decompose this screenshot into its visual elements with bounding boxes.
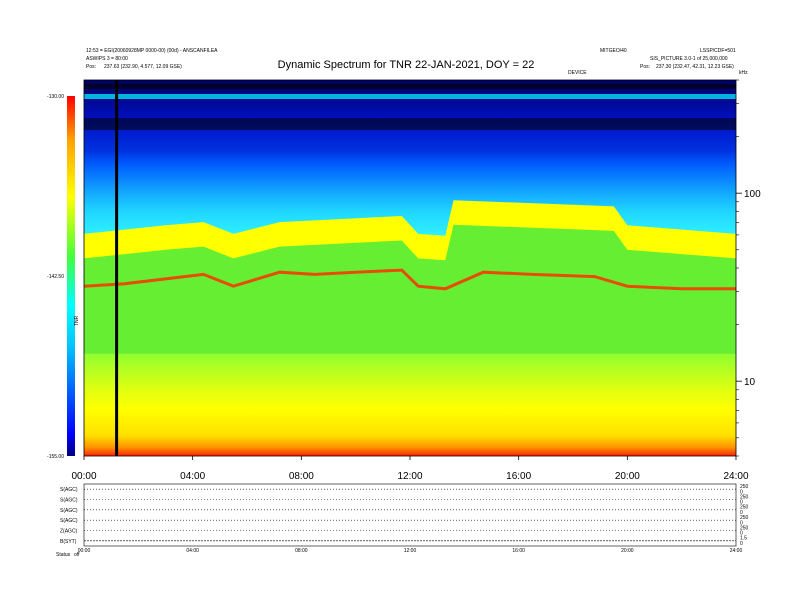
high-frequency-region	[84, 80, 736, 236]
colorbar-tick-label: -155.00	[47, 454, 64, 460]
x-tick-label: 20:00	[615, 471, 640, 482]
header-info-right-b: LSSP/CDF=501	[700, 48, 736, 54]
header-info-line-1: 12:53 = EGI(20060928MP 0000-00) (00d) - …	[86, 48, 218, 54]
header-pos-label-right: Pos:	[640, 64, 650, 70]
header-device-label: DEVICE	[568, 70, 587, 76]
header-info-right-2: SIS_PICTURE 3.0-1 of 25,000,000	[650, 56, 728, 62]
colorbar-tick-label: -142.50	[47, 274, 64, 280]
bottom-row-tick-high: 250	[740, 484, 749, 490]
colorbar-ticks: -130.00 -142.50 -155.00	[47, 94, 64, 460]
bottom-row-tick-low: 0	[740, 510, 743, 516]
spectrogram	[84, 80, 736, 456]
x-tick-label: 08:00	[289, 471, 314, 482]
bottom-row-tick-low: 0	[740, 531, 743, 537]
cyan-stripe	[84, 94, 736, 99]
dark-stripe-top	[84, 84, 736, 89]
bottom-row-label: Z(AGC)	[60, 529, 78, 535]
x-tick-label: 12:00	[397, 471, 422, 482]
bottom-row-label: S(AGC)	[60, 508, 78, 514]
y-tick-label: 100	[744, 189, 761, 200]
x-tick-label: 04:00	[180, 471, 205, 482]
x-tick-label: 24:00	[723, 471, 748, 482]
low-frequency-region	[84, 353, 736, 456]
bottom-row-tick-low: 0	[740, 489, 743, 495]
bottom-row-tick-high: 250	[740, 515, 749, 521]
colorbar	[67, 96, 75, 456]
bottom-row-tick-high: 250	[740, 505, 749, 511]
header-info-line-2: ASWIPS 3 = 80:00	[86, 56, 128, 62]
bottom-x-tick-label: 04:00	[186, 548, 199, 554]
bottom-row-tick-low: 0	[740, 500, 743, 506]
bottom-row-tick-low: 0	[740, 520, 743, 526]
colorbar-tick-label: -130.00	[47, 94, 64, 100]
bottom-x-tick-label: 24:00	[730, 548, 743, 554]
y-tick-label: 10	[744, 377, 756, 388]
x-tick-label: 16:00	[506, 471, 531, 482]
bottom-row-tick-high: 1.5	[740, 536, 747, 542]
header-pos-label-left: Pos:	[86, 64, 96, 70]
status-value: off	[74, 552, 80, 558]
colorbar-label: TNR	[74, 315, 80, 326]
bottom-panel-x-axis: 00:00 04:00 08:00 12:00 16:00 20:00 24:00	[78, 548, 743, 554]
status-label: Status	[56, 552, 71, 558]
bottom-row-label: S(AGC)	[60, 487, 78, 493]
x-axis: 00:00 04:00 08:00 12:00 16:00 20:00 24:00	[71, 456, 749, 482]
bottom-x-tick-label: 12:00	[404, 548, 417, 554]
bottom-panel-rows: S(AGC)2500S(AGC)2500S(AGC)2500S(AGC)2500…	[60, 484, 749, 547]
dark-stripe	[84, 118, 736, 130]
bottom-x-tick-label: 20:00	[621, 548, 634, 554]
y-axis: 100 10	[736, 79, 761, 457]
header-pos-value-right: 237.30 (232.47, 42.31, 12.23 GSE)	[656, 64, 734, 70]
x-tick-label: 00:00	[71, 471, 96, 482]
bottom-row-tick-low: 0	[740, 541, 743, 547]
bottom-row-label: S(AGC)	[60, 518, 78, 524]
bottom-row-label: S(AGC)	[60, 498, 78, 504]
header-info-right-a: MITGEO/40	[600, 48, 627, 54]
bottom-x-tick-label: 16:00	[512, 548, 525, 554]
bottom-x-tick-label: 08:00	[295, 548, 308, 554]
bottom-x-tick-label: 00:00	[78, 548, 91, 554]
header-pos-value-left: 237.63 (232.90, 4.577, 12.09 GSE)	[104, 64, 182, 70]
bottom-panel-frame	[83, 483, 737, 547]
peak-ridge	[84, 268, 736, 291]
bottom-row-tick-high: 250	[740, 494, 749, 500]
bottom-row-label: B(SYT)	[60, 539, 77, 545]
chart-title: Dynamic Spectrum for TNR 22-JAN-2021, DO…	[278, 59, 535, 71]
bottom-row-tick-high: 250	[740, 525, 749, 531]
header-unit-label: kHz	[739, 70, 748, 76]
